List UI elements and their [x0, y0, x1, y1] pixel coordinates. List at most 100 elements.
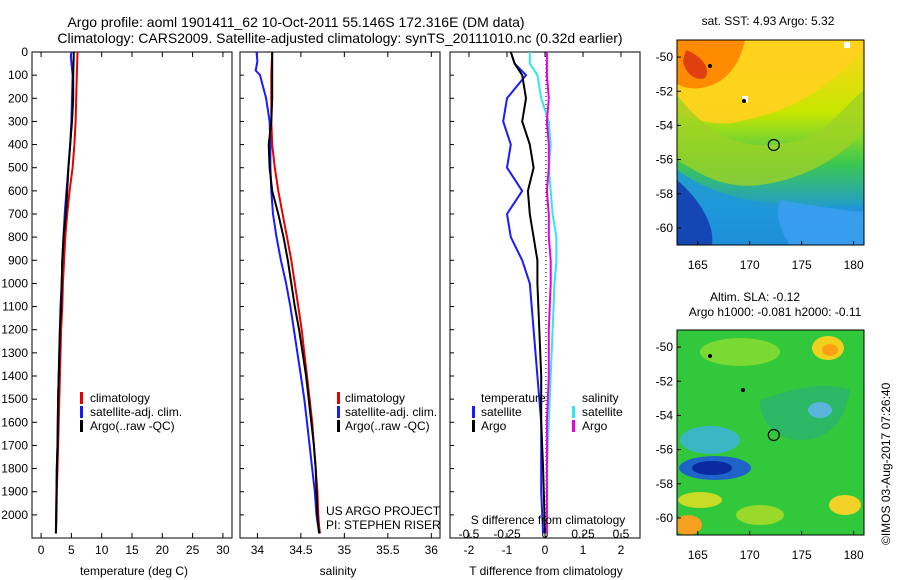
temperature-legend: climatology satellite-adj. clim. Argo(..…	[80, 391, 182, 433]
y-tick-label: 1000	[1, 276, 28, 290]
sla-positive-patch	[829, 495, 861, 515]
x-tick-label: 165	[688, 258, 708, 272]
x-tick-label: 180	[844, 548, 864, 562]
y-tick-label: 1800	[1, 462, 28, 476]
legend-title-temperature: temperature	[481, 391, 546, 405]
y-tick-label: -54	[656, 118, 674, 132]
sla-map-title-line1: Altim. SLA: -0.12	[710, 290, 800, 304]
difference-x-label: T difference from climatology	[469, 564, 623, 578]
profile-location-circle	[767, 138, 780, 152]
salinity-x-label: salinity	[320, 564, 357, 578]
legend-swatch-satellite	[80, 406, 83, 418]
y-tick-label: 800	[8, 230, 28, 244]
sst-no-data-patch	[742, 96, 748, 102]
legend-swatch-temp-argo	[472, 420, 475, 432]
salinity-series	[254, 51, 321, 534]
station-marker	[741, 388, 745, 392]
legend-label: climatology	[90, 391, 150, 405]
credit-timestamp: ©IMOS 03-Aug-2017 07:26:40	[879, 382, 893, 545]
y-tick-label: 1400	[1, 369, 28, 383]
s-tick-label: -0.25	[493, 527, 521, 541]
y-tick-label: -52	[656, 84, 674, 98]
difference-top-x-label: S difference from climatology	[471, 513, 626, 527]
y-tick-label: -56	[656, 153, 674, 167]
legend-swatch-climatology	[337, 392, 340, 404]
x-tick-label: 34	[251, 543, 265, 557]
y-tick-label: 500	[8, 161, 28, 175]
sla-negative-eddy	[680, 426, 740, 454]
sst-map-markers	[708, 64, 780, 152]
s-tick-label: 0.25	[571, 527, 595, 541]
x-tick-label: 35	[338, 543, 352, 557]
y-tick-label: 400	[8, 138, 28, 152]
y-tick-label: -58	[656, 187, 674, 201]
sst-map-axis-ticks: 165 170 175 180 -50 -52 -54 -56 -58 -60	[656, 50, 864, 272]
sst-map-field	[677, 40, 864, 245]
series-line-argo_sal	[545, 52, 552, 534]
station-marker	[708, 354, 712, 358]
station-marker	[742, 99, 746, 103]
x-tick-label: 36	[425, 543, 439, 557]
difference-series	[502, 51, 558, 534]
sla-positive-patch	[736, 505, 784, 525]
project-annotation: US ARGO PROJECT	[326, 504, 441, 518]
x-tick-label: 30	[216, 543, 230, 557]
header-title-line2: Climatology: CARS2009. Satellite-adjuste…	[57, 30, 622, 46]
y-tick-label: 200	[8, 91, 28, 105]
temperature-axis-ticks: 0 5 10 15 20 25 300100200300400500600700800900…	[1, 45, 230, 557]
y-tick-label: 1900	[1, 485, 28, 499]
legend-label: Argo	[582, 419, 608, 433]
y-tick-label: -56	[656, 443, 674, 457]
salinity-legend: climatology satellite-adj. clim. Argo(..…	[337, 391, 437, 433]
sla-negative-eddy	[808, 402, 832, 418]
s-tick-label: 0	[542, 527, 549, 541]
series-line-argo	[54, 51, 75, 534]
legend-swatch-temp-satellite	[472, 406, 475, 418]
x-tick-label: 5	[68, 543, 75, 557]
legend-label: satellite	[582, 405, 623, 419]
legend-swatch-sal-argo	[572, 420, 575, 432]
series-line-satellite	[254, 51, 321, 534]
legend-label: satellite-adj. clim.	[345, 405, 437, 419]
x-tick-label: 180	[844, 258, 864, 272]
temperature-x-label: temperature (deg C)	[80, 564, 188, 578]
x-tick-label: 34.5	[289, 543, 313, 557]
sst-map-title: sat. SST: 4.93 Argo: 5.32	[702, 14, 835, 28]
y-tick-label: 1700	[1, 438, 28, 452]
legend-label: satellite	[481, 405, 522, 419]
sst-coldest-region	[677, 180, 713, 245]
x-tick-label: -2	[464, 543, 475, 557]
s-tick-label: -0.5	[459, 527, 480, 541]
legend-swatch-sal-satellite	[572, 406, 575, 418]
y-tick-label: 1500	[1, 392, 28, 406]
sst-hot-core	[683, 50, 708, 79]
sla-neutral-band	[760, 385, 850, 440]
x-tick-label: 35.5	[376, 543, 400, 557]
legend-swatch-argo	[80, 420, 83, 432]
legend-label: satellite-adj. clim.	[90, 405, 182, 419]
x-tick-label: 25	[186, 543, 200, 557]
sst-cool-patch	[778, 200, 864, 245]
sla-map-axis-ticks: 165 170 175 180 -50 -52 -54 -56 -58 -60	[656, 340, 864, 562]
y-tick-label: -52	[656, 374, 674, 388]
y-tick-label: 1600	[1, 415, 28, 429]
y-tick-label: -58	[656, 477, 674, 491]
y-tick-label: 1200	[1, 323, 28, 337]
x-tick-label: -1	[502, 543, 513, 557]
difference-plot-frame	[449, 51, 641, 539]
x-tick-label: 1	[580, 543, 587, 557]
y-tick-label: 2000	[1, 508, 28, 522]
x-tick-label: 15	[125, 543, 139, 557]
difference-legend: temperature salinity satellite Argo sate…	[472, 391, 623, 433]
sla-positive-eddy-core	[822, 344, 838, 356]
x-tick-label: 0	[542, 543, 549, 557]
legend-label: Argo(..raw -QC)	[345, 419, 430, 433]
series-line-sat_sal	[528, 52, 558, 534]
y-tick-label: 1100	[2, 300, 28, 314]
y-tick-label: 600	[8, 184, 28, 198]
sla-positive-patch	[677, 515, 702, 535]
series-line-argo	[267, 52, 321, 534]
y-tick-label: 700	[8, 207, 28, 221]
x-tick-label: 0	[38, 543, 45, 557]
